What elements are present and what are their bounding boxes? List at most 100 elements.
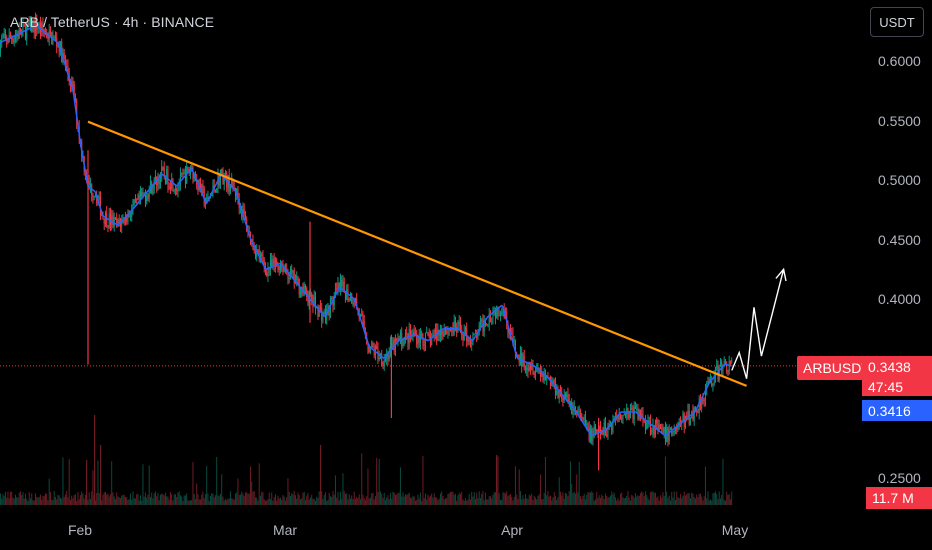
candle-body: [689, 417, 691, 425]
candle-body: [318, 306, 320, 317]
candle-body: [553, 380, 555, 384]
volume-bar: [31, 493, 33, 505]
volume-bar: [398, 492, 400, 505]
candle-body: [112, 215, 114, 226]
volume-bar: [7, 491, 9, 505]
candle-body: [447, 328, 449, 333]
volume-bar: [242, 493, 244, 505]
candle-body: [392, 339, 394, 348]
candle-body: [176, 189, 178, 192]
candle-body: [473, 333, 475, 335]
candle-body: [559, 389, 561, 392]
volume-bar: [71, 495, 73, 505]
candle-body: [261, 254, 263, 256]
candle-body: [712, 383, 714, 386]
volume-bar: [106, 494, 108, 505]
volume-bar: [193, 493, 195, 505]
volume-bar: [419, 492, 421, 505]
volume-bar: [54, 496, 56, 505]
candle-body: [111, 215, 113, 225]
candle-body: [237, 188, 239, 199]
volume-bar: [551, 500, 553, 505]
candle-body: [556, 390, 558, 395]
candle-body: [658, 424, 660, 431]
candle-body: [488, 313, 490, 325]
candle-body: [339, 279, 341, 290]
volume-bar: [98, 492, 100, 505]
volume-bar: [407, 493, 409, 505]
volume-bar: [133, 497, 135, 505]
volume-bar: [146, 497, 148, 505]
candle-body: [412, 331, 414, 335]
volume-bar: [321, 491, 323, 505]
volume-bar: [83, 498, 85, 505]
volume-bar: [177, 492, 179, 505]
volume-bar: [223, 500, 225, 505]
volume-bar: [208, 500, 210, 505]
volume-bar: [594, 499, 596, 505]
chart-area[interactable]: [0, 0, 860, 515]
candle-body: [94, 195, 96, 197]
candle-body: [269, 259, 271, 270]
volume-bar: [332, 491, 334, 505]
volume-bar: [112, 492, 114, 505]
candle-body: [579, 410, 581, 414]
candle-body: [538, 367, 540, 371]
candle-body: [116, 218, 118, 224]
candle-body: [697, 412, 699, 414]
volume-bar: [122, 495, 124, 505]
candle-body: [4, 33, 6, 37]
currency-button[interactable]: USDT: [870, 7, 924, 37]
volume-bar: [49, 492, 51, 505]
volume-bar: [573, 491, 575, 505]
candle-body: [341, 279, 343, 287]
candle-body: [54, 36, 56, 38]
volume-bar: [181, 496, 183, 505]
volume-bar: [22, 492, 24, 505]
candle-body: [161, 167, 163, 178]
volume-bar: [572, 493, 574, 505]
symbol-header[interactable]: ARB / TetherUS · 4h · BINANCE: [10, 14, 215, 30]
volume-bar: [61, 498, 63, 505]
volume-bar: [11, 491, 13, 505]
volume-bar: [251, 481, 253, 505]
volume-bar: [29, 498, 31, 505]
volume-bar: [164, 492, 166, 505]
candle-body: [489, 313, 491, 322]
volume-bar: [633, 497, 635, 505]
volume-bar: [291, 493, 293, 505]
volume-bar: [292, 494, 294, 505]
volume-bar: [309, 497, 311, 505]
volume-bar: [451, 491, 453, 505]
volume-bar: [587, 492, 589, 505]
candle-body: [657, 423, 659, 431]
volume-bar: [661, 497, 663, 505]
candle-body: [282, 266, 284, 273]
candle-body: [621, 417, 623, 419]
volume-bar: [6, 497, 8, 505]
volume-spike: [320, 445, 322, 505]
volume-bar: [469, 499, 471, 505]
volume-bar: [81, 491, 83, 505]
volume-bar: [471, 492, 473, 505]
candle-body: [383, 359, 385, 366]
candle-body: [452, 328, 454, 333]
candle-body: [497, 306, 499, 316]
volume-bar: [664, 456, 666, 505]
volume-bar: [312, 498, 314, 505]
volume-bar: [107, 493, 109, 505]
candle-body: [162, 167, 164, 169]
candle-body: [571, 401, 573, 414]
volume-bar: [537, 495, 539, 505]
volume-bar: [641, 491, 643, 505]
volume-bar: [278, 498, 280, 505]
volume-bar: [206, 465, 208, 505]
candle-body: [622, 415, 624, 419]
volume-bar: [254, 497, 256, 505]
volume-bar: [434, 497, 436, 505]
candle-body: [336, 288, 338, 290]
moving-average-line: [0, 24, 732, 437]
volume-bar: [459, 493, 461, 505]
volume-bar: [504, 493, 506, 505]
price-chart[interactable]: [0, 0, 860, 515]
